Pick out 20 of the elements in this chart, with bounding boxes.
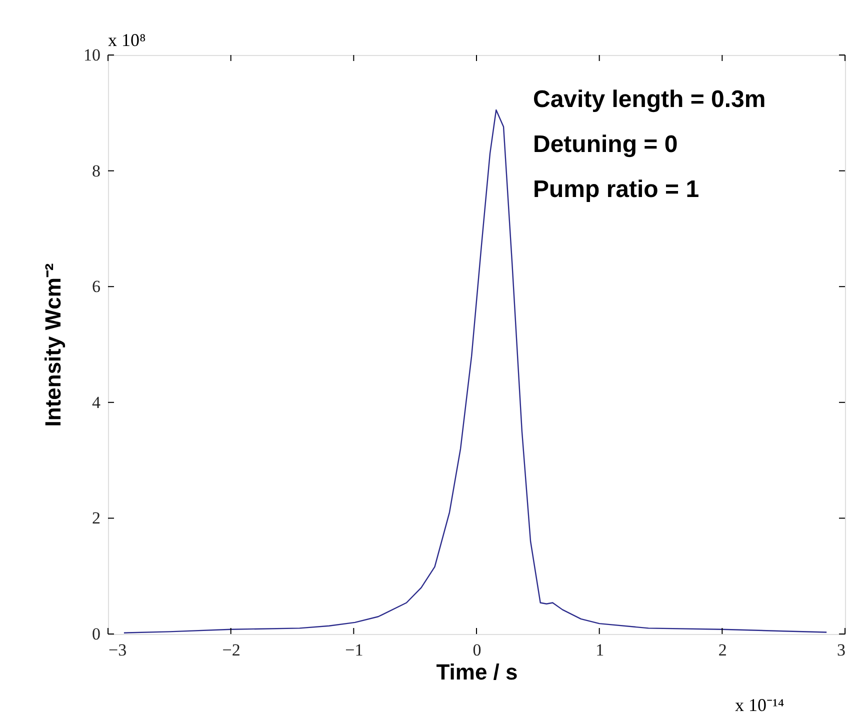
annotation: Cavity length = 0.3m	[533, 86, 766, 113]
text: x 10⁻¹⁴	[735, 695, 784, 715]
y-tick-label: 10	[84, 46, 100, 64]
y-tick-label: 2	[92, 508, 100, 528]
annotation: Detuning = 0	[533, 131, 678, 158]
x-tick-label: 2	[718, 640, 727, 660]
y-tick-label: 0	[92, 624, 100, 644]
x-tick-label: 1	[596, 640, 604, 660]
x-tick-label: −1	[345, 640, 364, 660]
y-axis-title: Intensity Wcm⁻²	[40, 263, 66, 427]
x-axis-title: Time / s	[436, 660, 518, 684]
y-tick-label: 8	[92, 161, 100, 180]
y-tick-label: 6	[92, 277, 100, 296]
x-tick-label: 0	[472, 640, 482, 660]
x-tick-label: −3	[108, 640, 127, 660]
annotation: Pump ratio = 1	[533, 176, 700, 203]
x-tick-label: −2	[222, 640, 240, 660]
text: x 10⁸	[108, 30, 146, 50]
x-tick-label: 3	[837, 640, 846, 660]
y-tick-label: 4	[92, 392, 101, 412]
